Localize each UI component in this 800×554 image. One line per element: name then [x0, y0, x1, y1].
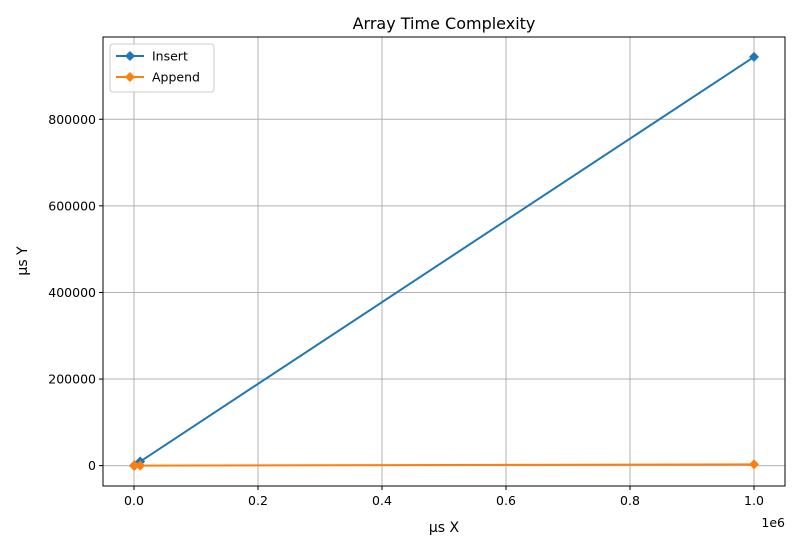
y-tick-label: 200000: [48, 372, 96, 387]
legend-marker-append: [125, 72, 135, 82]
x-axis-offset-text: 1e6: [761, 515, 785, 530]
x-tick-label: 0.8: [620, 493, 640, 508]
x-axis-label: µs X: [429, 520, 460, 536]
ticks: 0.0 0.2 0.4 0.6 0.8 1.0 0 200000 400000 600000 800…: [48, 112, 764, 508]
chart-title: Array Time Complexity: [353, 14, 536, 33]
data-point-insert: [749, 51, 759, 62]
x-tick-label: 0.0: [124, 493, 144, 508]
series-layer: [129, 51, 759, 471]
data-point-append: [135, 460, 146, 471]
legend-label-insert: Insert: [152, 49, 188, 64]
y-tick-label: 0: [88, 458, 96, 473]
x-tick-label: 1.0: [744, 493, 764, 508]
series-line-append: [133, 463, 755, 467]
y-tick-label: 400000: [48, 285, 96, 300]
legend: Insert Append: [109, 43, 215, 93]
data-point-append: [749, 459, 759, 470]
x-tick-label: 0.6: [496, 493, 516, 508]
plot-frame: [102, 36, 786, 487]
y-tick-label: 800000: [48, 112, 96, 127]
y-axis-label: µs Y: [15, 246, 31, 276]
data-point-append: [129, 460, 140, 471]
x-tick-label: 0.4: [372, 493, 392, 508]
legend-marker-insert: [125, 51, 135, 61]
grid: [103, 37, 785, 486]
y-tick-label: 600000: [48, 198, 96, 213]
legend-label-append: Append: [152, 70, 200, 85]
x-tick-label: 0.2: [248, 493, 268, 508]
series-append: [129, 459, 759, 471]
